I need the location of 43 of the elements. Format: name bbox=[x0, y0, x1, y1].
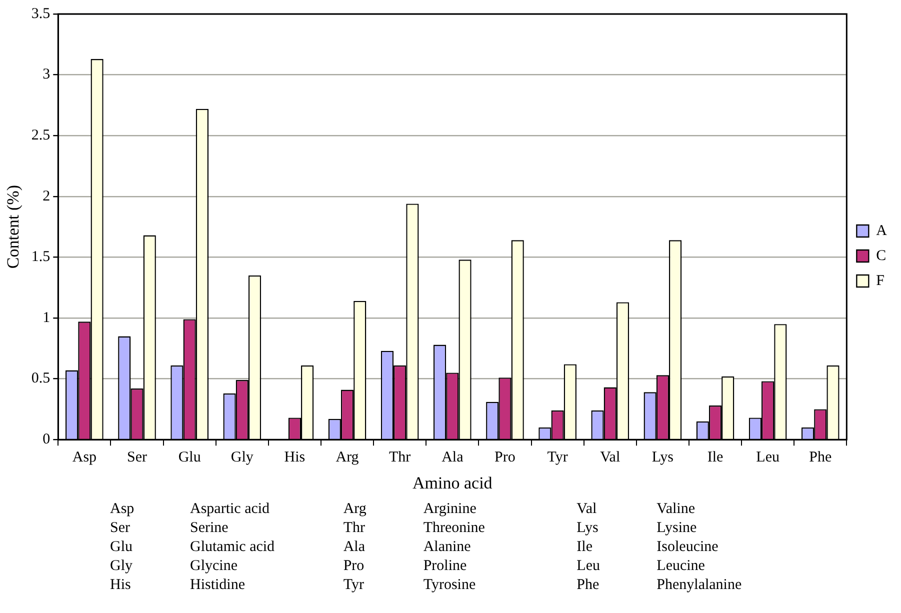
x-tick-label: Phe bbox=[809, 450, 832, 466]
y-tick-label: 1 bbox=[42, 310, 50, 326]
x-tick-label: Ala bbox=[442, 450, 464, 466]
text: Glu Glutamic acid bbox=[110, 539, 275, 555]
text: Tyr Tyrosine bbox=[343, 577, 476, 593]
text: Arg Arginine bbox=[343, 501, 476, 517]
x-tick-label: His bbox=[284, 450, 306, 466]
x-tick-label: Ser bbox=[127, 450, 147, 466]
x-tick-label: Pro bbox=[494, 450, 516, 466]
text: Leu Leucine bbox=[576, 558, 705, 574]
x-tick-label: Ile bbox=[707, 450, 724, 466]
legend-label: A bbox=[876, 222, 888, 239]
x-tick-label: Asp bbox=[72, 450, 97, 466]
y-tick-label: 2.5 bbox=[31, 128, 50, 144]
text: Phe Phenylalanine bbox=[576, 577, 742, 593]
text: Asp Aspartic acid bbox=[110, 501, 270, 517]
x-tick-label: Tyr bbox=[547, 450, 568, 466]
text: Lys Lysine bbox=[576, 520, 697, 536]
x-tick-label: Lys bbox=[652, 450, 674, 466]
text: Ile Isoleucine bbox=[576, 539, 718, 555]
x-axis-title: Amino acid bbox=[412, 473, 493, 492]
y-tick-label: 3 bbox=[42, 66, 50, 83]
y-tick-label: 0 bbox=[42, 432, 50, 448]
text: Gly Glycine bbox=[110, 558, 238, 574]
x-tick-label: Leu bbox=[756, 450, 780, 466]
text: Val Valine bbox=[576, 501, 695, 517]
y-tick-label: 2 bbox=[42, 188, 50, 204]
y-tick-label: 0.5 bbox=[31, 370, 50, 387]
x-tick-label: Thr bbox=[389, 450, 411, 466]
y-tick-label: 1.5 bbox=[31, 249, 50, 266]
text: Ser Serine bbox=[110, 520, 228, 536]
x-tick-label: Glu bbox=[178, 450, 202, 466]
text: His Histidine bbox=[110, 577, 245, 593]
text: Ala Alanine bbox=[343, 539, 471, 555]
text: Thr Threonine bbox=[343, 520, 485, 536]
legend-label: F bbox=[876, 272, 885, 289]
x-tick-label: Gly bbox=[230, 450, 254, 466]
text: Pro Proline bbox=[343, 558, 467, 574]
x-tick-label: Arg bbox=[336, 450, 360, 466]
x-tick-label: Val bbox=[600, 450, 620, 466]
legend-label: C bbox=[876, 248, 886, 264]
y-tick-label: 3.5 bbox=[31, 6, 50, 22]
y-axis-title: Content (%) bbox=[4, 185, 23, 269]
